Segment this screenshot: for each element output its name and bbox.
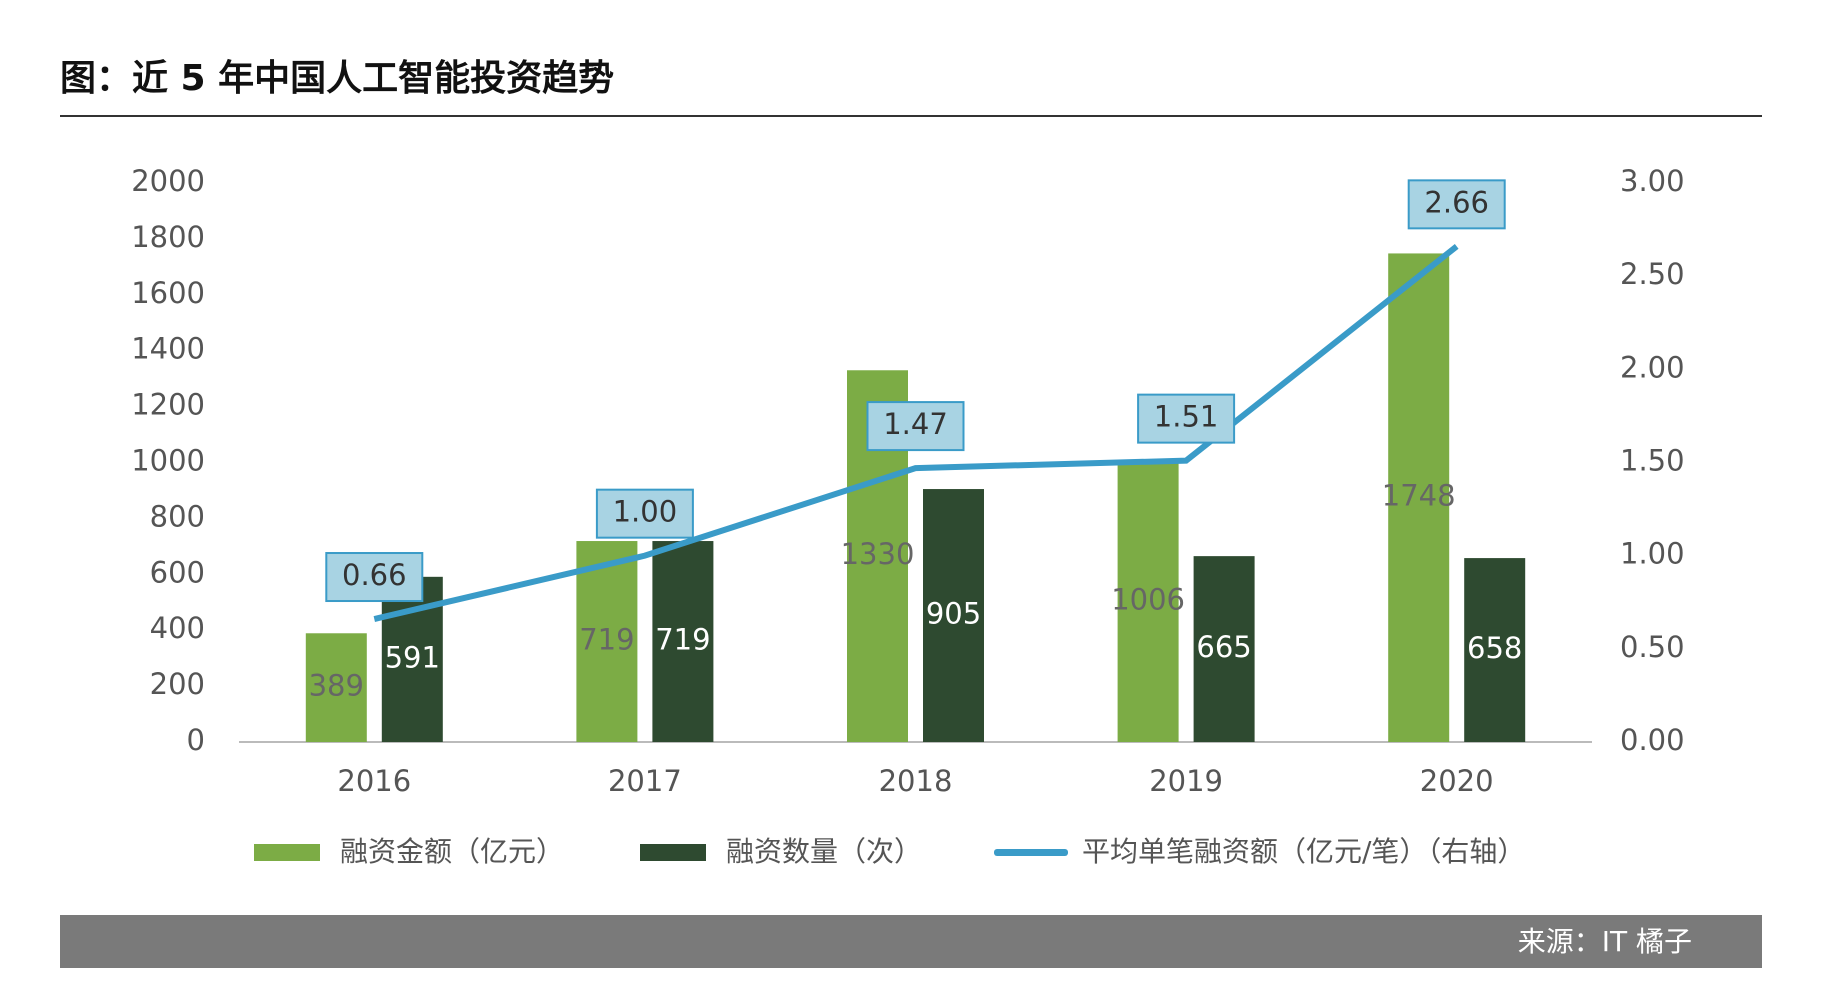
legend-swatch xyxy=(640,844,706,861)
legend-label: 融资金额（亿元） xyxy=(340,835,564,868)
bar xyxy=(1388,253,1450,742)
y-tick-label: 2000 xyxy=(131,164,205,198)
bar-value-label: 719 xyxy=(655,623,710,657)
y-tick-label: 600 xyxy=(150,555,205,589)
bar-value-label: 389 xyxy=(309,669,364,703)
y2-tick-label: 3.00 xyxy=(1620,164,1685,198)
y-tick-label: 1000 xyxy=(131,444,205,478)
line-value-label: 0.66 xyxy=(342,558,407,592)
line-value-label: 1.47 xyxy=(883,407,948,441)
legend-label: 平均单笔融资额（亿元/笔）（右轴） xyxy=(1082,835,1525,868)
y2-tick-label: 0.50 xyxy=(1620,630,1685,664)
bar xyxy=(576,541,638,742)
x-tick-label: 2018 xyxy=(879,764,953,798)
bar-value-label: 591 xyxy=(385,640,440,674)
legend-swatch xyxy=(994,849,1068,856)
bar xyxy=(923,489,984,742)
bar-value-label: 665 xyxy=(1196,630,1251,664)
x-tick-label: 2019 xyxy=(1149,764,1223,798)
bar-value-label: 658 xyxy=(1467,631,1522,665)
y-tick-label: 200 xyxy=(150,667,205,701)
bar-value-label: 1330 xyxy=(841,537,915,571)
x-tick-label: 2017 xyxy=(608,764,682,798)
y-tick-label: 800 xyxy=(150,499,205,533)
line xyxy=(373,244,1459,622)
bar xyxy=(305,633,367,742)
bar-value-label: 905 xyxy=(926,597,981,631)
value-label-box xyxy=(595,488,694,539)
y-tick-label: 1600 xyxy=(131,276,205,310)
bar-value-label: 1748 xyxy=(1382,479,1456,513)
chart-title: 图：近 5 年中国人工智能投资趋势 xyxy=(60,58,614,99)
line-value-label: 1.00 xyxy=(613,495,678,529)
bar xyxy=(652,541,714,742)
value-label-box xyxy=(325,552,424,603)
line-value-label: 1.51 xyxy=(1154,400,1219,434)
y-tick-label: 1800 xyxy=(131,220,205,254)
legend-swatch xyxy=(254,844,320,861)
source: 来源：IT 橘子 xyxy=(1518,925,1692,958)
line-value-label: 2.66 xyxy=(1424,185,1489,219)
y-tick-label: 1200 xyxy=(131,388,205,422)
bar xyxy=(1117,460,1179,742)
bar xyxy=(1464,558,1526,742)
source-band xyxy=(60,915,1762,968)
bar-value-label: 1006 xyxy=(1111,582,1185,616)
y2-tick-label: 2.50 xyxy=(1620,257,1685,291)
y2-tick-label: 0.00 xyxy=(1620,723,1685,757)
bar xyxy=(1193,556,1255,742)
y-tick-label: 400 xyxy=(150,611,205,645)
value-label-box xyxy=(866,401,965,452)
x-tick-label: 2016 xyxy=(337,764,411,798)
y2-tick-label: 1.00 xyxy=(1620,537,1685,571)
value-label-box xyxy=(1137,393,1236,444)
y2-tick-label: 1.50 xyxy=(1620,444,1685,478)
y2-tick-label: 2.00 xyxy=(1620,350,1685,384)
y-tick-label: 1400 xyxy=(131,332,205,366)
y-tick-label: 0 xyxy=(187,723,205,757)
x-tick-label: 2020 xyxy=(1420,764,1494,798)
legend-label: 融资数量（次） xyxy=(726,835,922,868)
value-label-box xyxy=(1407,179,1506,230)
bar-value-label: 719 xyxy=(579,623,634,657)
